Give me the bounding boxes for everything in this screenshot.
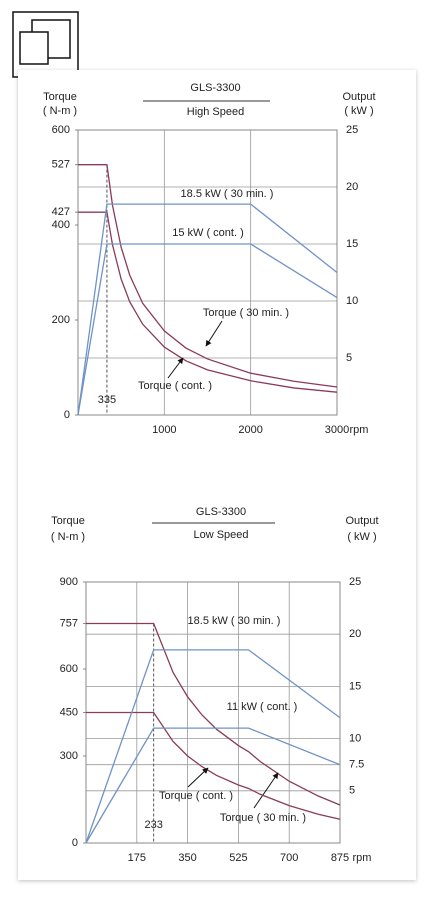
line-series <box>78 164 338 388</box>
line-series <box>86 711 341 820</box>
y2-tick-label: 5 <box>346 352 352 364</box>
y-tick-label: 300 <box>60 750 78 762</box>
y2-tick-label: 15 <box>346 238 358 250</box>
line-series <box>85 649 341 844</box>
label-arrow <box>187 767 209 788</box>
card <box>18 70 416 880</box>
x-axis-label: rpm <box>353 852 372 864</box>
y2-axis-label: ( kW ) <box>347 531 376 543</box>
line-series <box>78 211 338 393</box>
y2-tick-label: 15 <box>349 680 361 692</box>
y-tick-label: 757 <box>60 617 78 629</box>
y2-tick-label: 25 <box>346 124 358 136</box>
icon[interactable] <box>12 11 79 78</box>
y-tick-label: 900 <box>60 576 78 588</box>
y-axis-label: ( N-m ) <box>51 531 85 543</box>
y-tick-label: 600 <box>60 663 78 675</box>
y2-tick-label: 20 <box>346 181 358 193</box>
series-label: 11 kW ( cont. ) <box>227 701 298 713</box>
x-axis-label: rpm <box>350 424 369 436</box>
x-tick-label: 175 <box>128 852 146 864</box>
x-tick-label: 233 <box>144 819 162 831</box>
x-tick-label: 2000 <box>238 424 262 436</box>
chart-subtitle: High Speed <box>187 106 245 118</box>
label-arrow <box>167 357 184 379</box>
line-series <box>85 727 341 844</box>
y2-axis-label: Output <box>342 91 375 103</box>
y-tick-label: 0 <box>64 409 70 421</box>
y-tick-label: 450 <box>60 706 78 718</box>
y2-tick-label: 10 <box>346 295 358 307</box>
y-tick-label: 0 <box>72 837 78 849</box>
series-label: Torque ( 30 min. ) <box>203 307 289 319</box>
y2-tick-label: 7.5 <box>349 759 364 771</box>
label-arrow <box>205 320 223 347</box>
y2-tick-label: 10 <box>349 733 361 745</box>
y-tick-label: 600 <box>52 124 70 136</box>
y-tick-label: 400 <box>52 219 70 231</box>
x-tick-label: 350 <box>178 852 196 864</box>
line-series <box>77 243 338 416</box>
line-series <box>77 203 338 416</box>
x-tick-label: 700 <box>280 852 298 864</box>
y-axis-label: ( N-m ) <box>43 105 77 117</box>
chart-title: GLS-3300 <box>190 82 240 94</box>
series-label: Torque ( cont. ) <box>159 790 233 802</box>
series-label: Torque ( 30 min. ) <box>220 812 306 824</box>
series-label: 18.5 kW ( 30 min. ) <box>181 188 274 200</box>
y-axis-label: Torque <box>51 515 85 527</box>
x-tick-label: 875 <box>331 852 349 864</box>
y-tick-label: 427 <box>52 206 70 218</box>
x-tick-label: 335 <box>98 394 116 406</box>
y-tick-label: 527 <box>52 159 70 171</box>
series-label: 15 kW ( cont. ) <box>172 227 244 239</box>
x-tick-label: 1000 <box>152 424 176 436</box>
y-tick-label: 200 <box>52 314 70 326</box>
x-tick-label: 3000 <box>325 424 349 436</box>
y2-tick-label: 5 <box>349 785 355 797</box>
label-arrow <box>253 772 279 809</box>
y2-axis-label: Output <box>345 515 378 527</box>
series-label: 18.5 kW ( 30 min. ) <box>188 615 281 627</box>
y2-tick-label: 20 <box>349 628 361 640</box>
y2-tick-label: 25 <box>349 576 361 588</box>
x-tick-label: 525 <box>229 852 247 864</box>
y2-axis-label: ( kW ) <box>344 105 373 117</box>
series-label: Torque ( cont. ) <box>138 380 212 392</box>
line-series <box>86 622 341 806</box>
chart-title: GLS-3300 <box>196 506 246 518</box>
chart-subtitle: Low Speed <box>193 529 248 541</box>
y-axis-label: Torque <box>43 91 77 103</box>
